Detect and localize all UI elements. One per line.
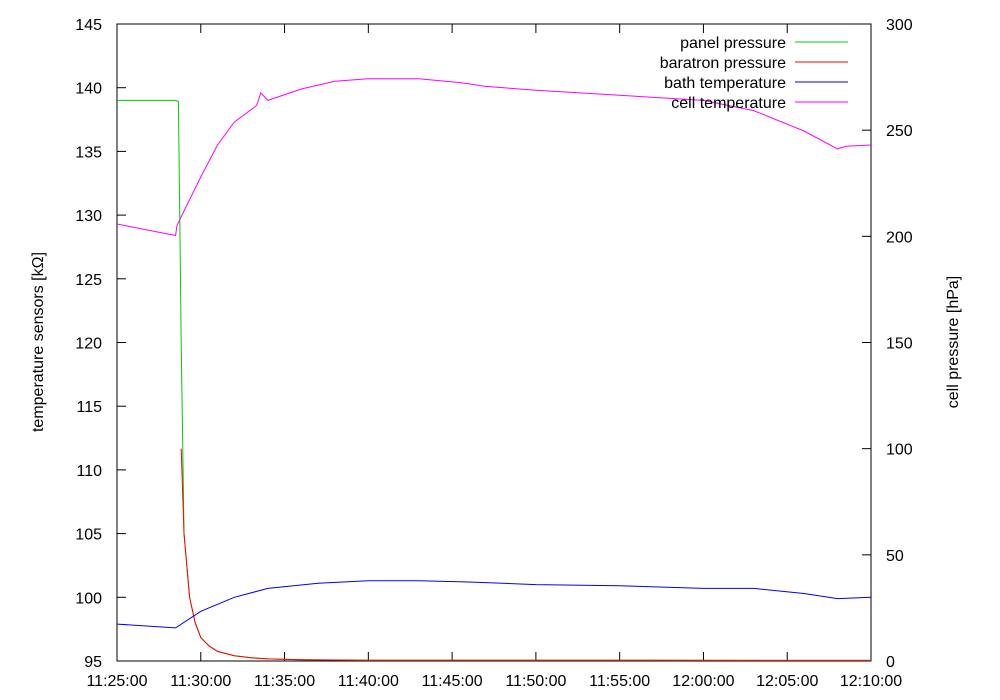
x-tick-label: 11:35:00 [254, 673, 315, 690]
y-left-tick-label: 110 [76, 463, 102, 480]
x-tick-label: 12:00:00 [672, 673, 734, 690]
y-left-tick-label: 130 [75, 208, 102, 225]
y-right-tick-label: 100 [886, 442, 913, 459]
y-right-tick-label: 0 [886, 654, 895, 671]
series-layer [116, 78, 872, 661]
y-axis-left-label: temperature sensors [kΩ] [30, 252, 47, 432]
series-line-panel-pressure [117, 99, 872, 661]
series-line-cell-temperature [116, 78, 872, 237]
y-left-tick-label: 95 [84, 654, 102, 671]
y-left-tick-label: 115 [76, 399, 102, 416]
legend-label-panel-pressure: panel pressure [680, 35, 786, 52]
legend-label-baratron-pressure: baratron pressure [660, 55, 786, 72]
series-line-bath-temperature [116, 580, 872, 629]
legend-label-bath-temperature: bath temperature [664, 75, 786, 92]
y-left-tick-label: 135 [75, 144, 102, 161]
y-left-tick-label: 120 [75, 336, 102, 353]
y-left-tick-label: 140 [75, 81, 102, 98]
x-tick-label: 12:05:00 [756, 673, 818, 690]
x-tick-label: 11:40:00 [338, 673, 399, 690]
y-axis-right-label: cell pressure [hPa] [945, 276, 962, 409]
legend: panel pressure baratron pressure bath temp… [660, 35, 848, 112]
y-right-tick-label: 250 [886, 123, 913, 140]
plot-frame [116, 23, 872, 662]
x-tick-label: 12:10:00 [840, 673, 902, 690]
y-left-tick-label: 100 [75, 590, 102, 607]
y-right-tick-label: 300 [886, 17, 913, 34]
y-left-tick-label: 125 [75, 272, 102, 289]
y-right-tick-label: 150 [886, 336, 913, 353]
y-right-tick-label: 50 [886, 548, 904, 565]
legend-label-cell-temperature: cell temperature [671, 95, 786, 112]
series-line-baratron-pressure [180, 448, 872, 661]
y-right-tick-label: 200 [886, 229, 913, 246]
y-left-tick-label: 105 [75, 527, 102, 544]
x-tick-label: 11:45:00 [422, 673, 483, 690]
y-left-tick-label: 145 [75, 17, 102, 34]
axis-ticks: 11:25:00 11:30:00 11:35:00 11:40:00 11:45:00… [75, 17, 913, 690]
x-tick-label: 11:50:00 [505, 673, 566, 690]
x-tick-label: 11:25:00 [86, 673, 147, 690]
x-tick-label: 11:30:00 [170, 673, 231, 690]
x-tick-label: 11:55:00 [589, 673, 650, 690]
